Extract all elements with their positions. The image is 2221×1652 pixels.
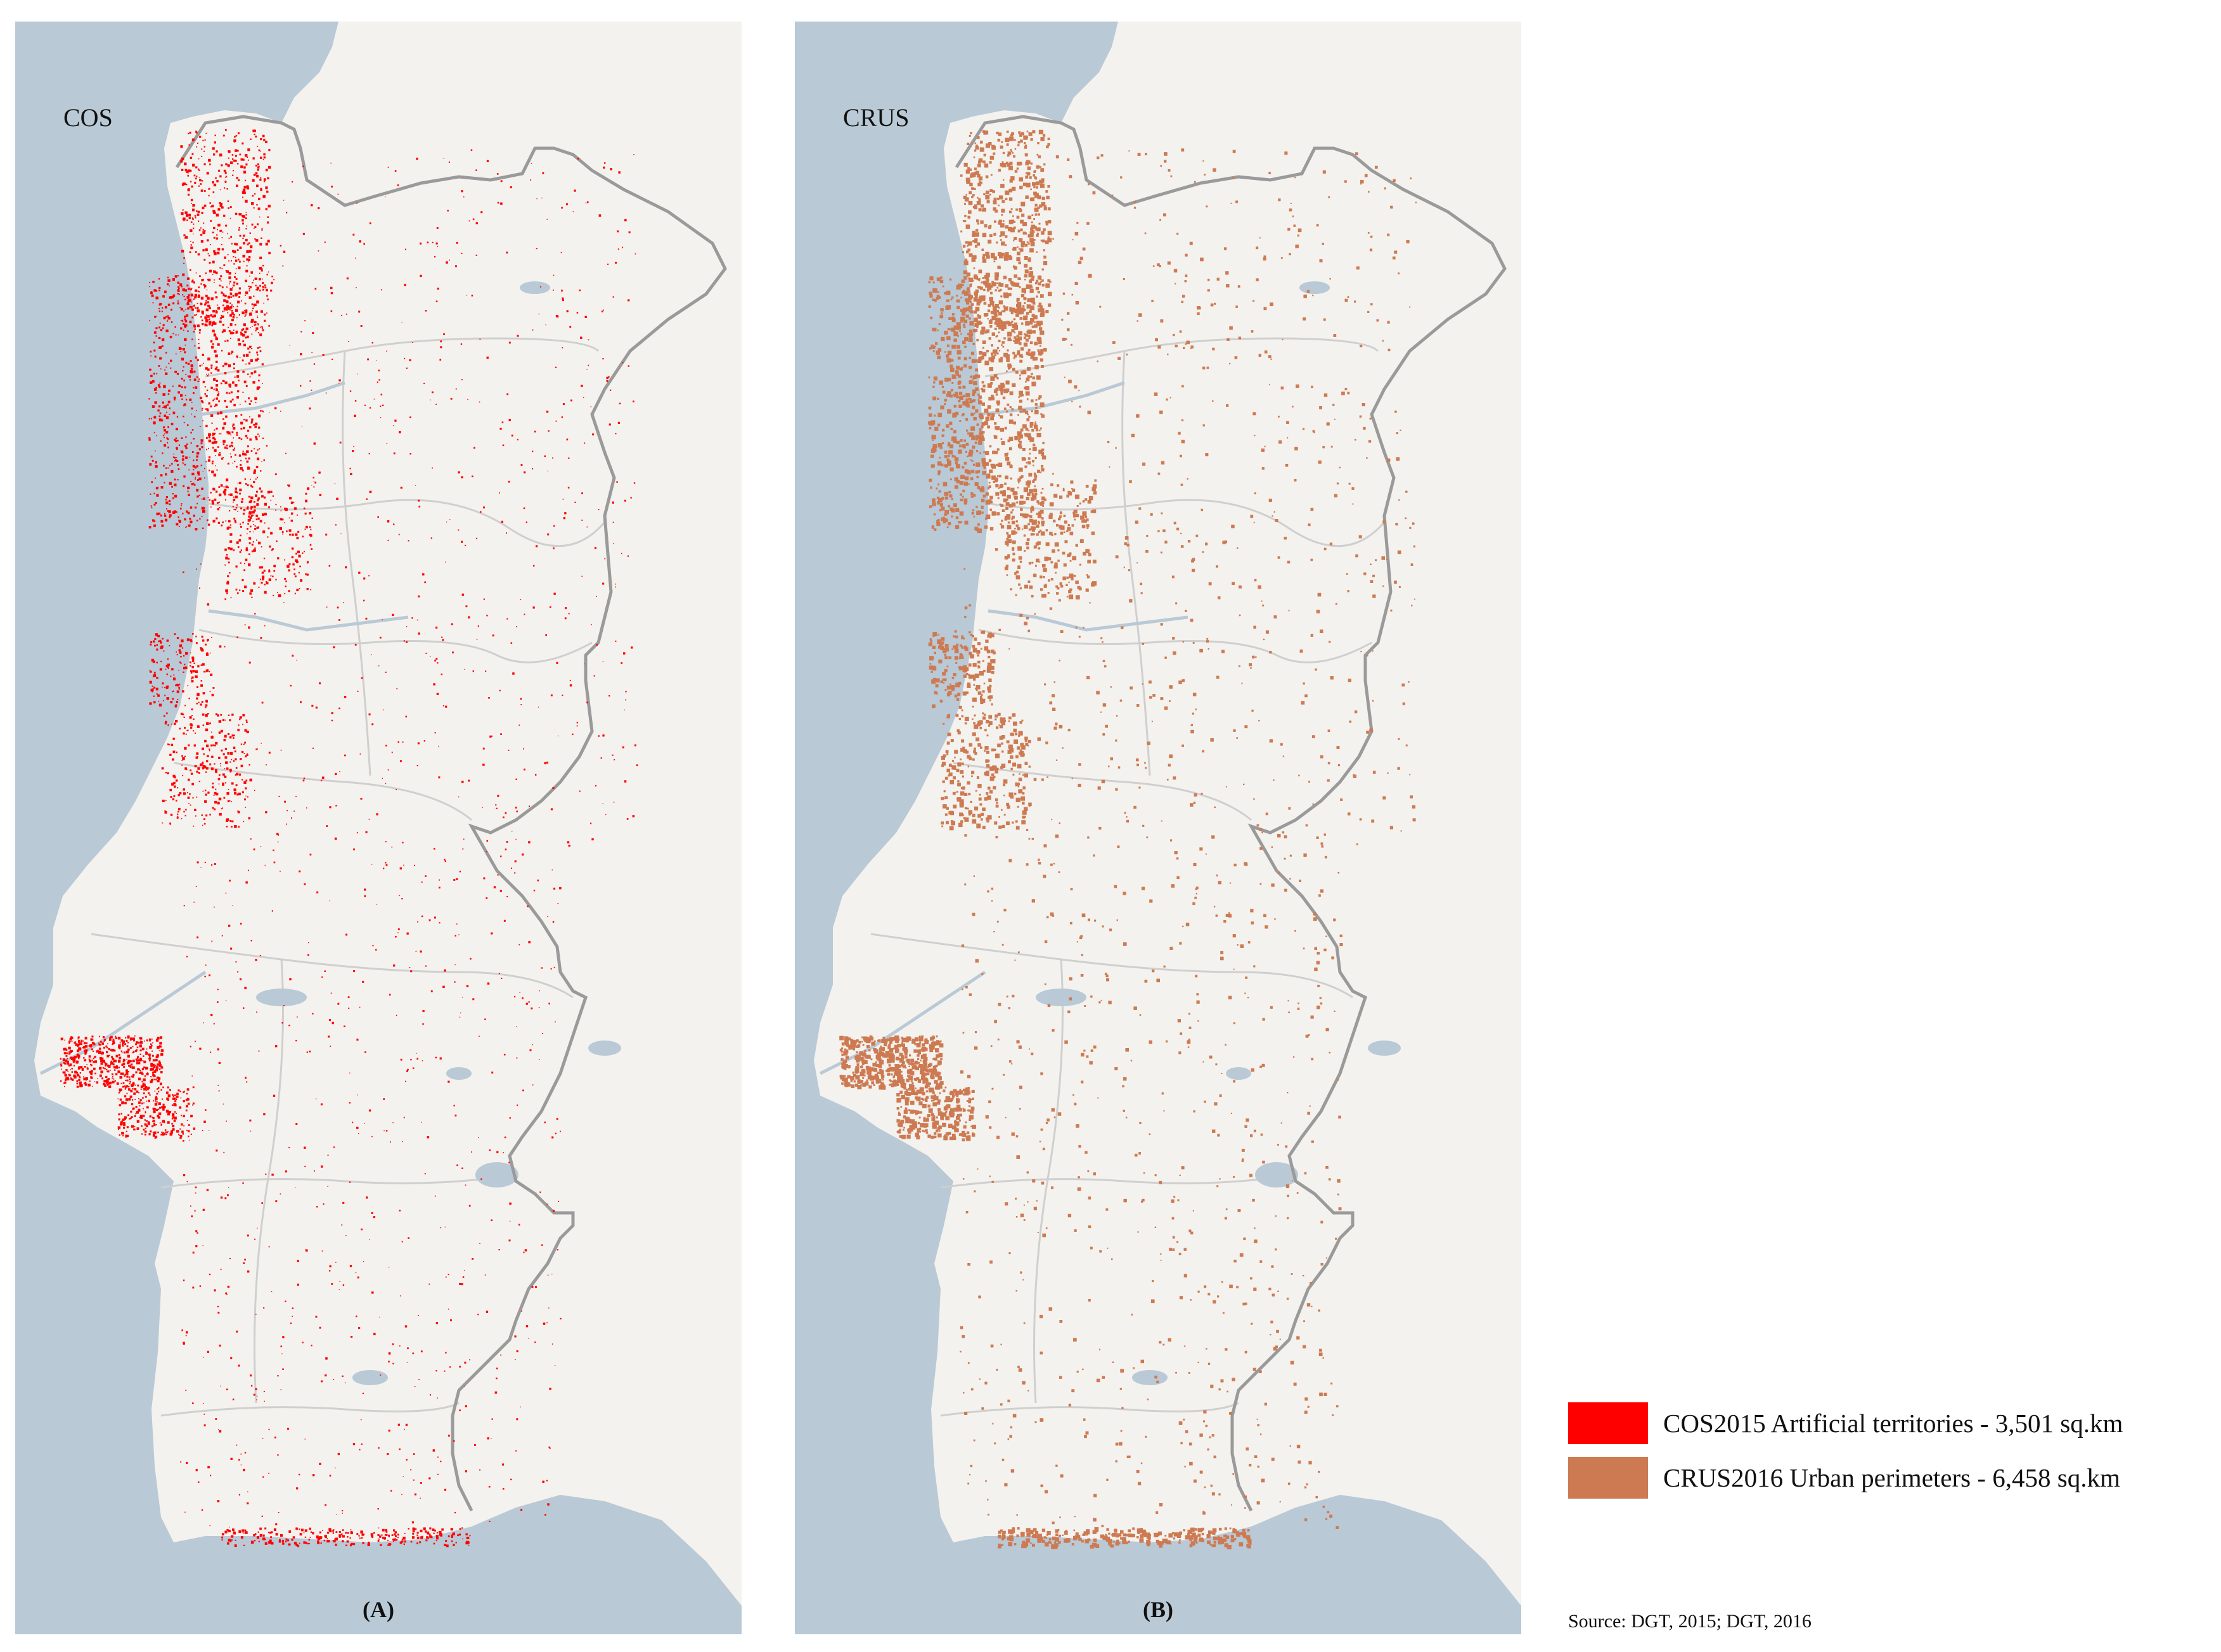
map-cos — [15, 22, 742, 1634]
legend-swatch-crus — [1568, 1457, 1648, 1499]
district-boundary — [984, 337, 1379, 378]
district-boundary — [254, 959, 284, 1404]
legend-swatch-cos — [1568, 1402, 1648, 1444]
national-border — [175, 115, 727, 1512]
district-boundary — [940, 1174, 1296, 1189]
map-panel-cos: COS (A) — [15, 22, 742, 1634]
map-panel-crus: CRUS (B) — [795, 22, 1521, 1634]
legend: COS2015 Artificial territories - 3,501 s… — [1568, 1402, 2123, 1511]
district-boundary — [1121, 350, 1151, 776]
district-boundary — [984, 499, 1386, 547]
district-boundary — [160, 1174, 517, 1189]
district-boundary — [91, 933, 574, 999]
panel-caption-a: (A) — [363, 1597, 394, 1622]
district-boundary — [198, 629, 593, 663]
reservoir — [1255, 1162, 1298, 1188]
reservoir — [446, 1067, 472, 1080]
reservoir — [1226, 1067, 1251, 1080]
reservoir — [1368, 1041, 1401, 1056]
river — [208, 609, 409, 632]
district-boundary — [342, 350, 371, 776]
reservoir — [352, 1370, 388, 1385]
district-boundary — [870, 933, 1353, 999]
reservoir — [1036, 989, 1086, 1006]
panel-label-cos: COS — [63, 103, 113, 132]
reservoir — [588, 1041, 621, 1056]
reservoir — [475, 1162, 518, 1188]
district-boundary — [173, 762, 472, 821]
legend-item-crus: CRUS2016 Urban perimeters - 6,458 sq.km — [1568, 1456, 2123, 1499]
panel-label-crus: CRUS — [843, 103, 910, 132]
district-boundary — [953, 762, 1252, 821]
reservoir — [1299, 281, 1330, 294]
urban-areas-layer — [839, 129, 1417, 1549]
district-boundary — [160, 1402, 460, 1417]
district-boundary — [940, 1402, 1239, 1417]
reservoir — [1132, 1370, 1168, 1385]
district-boundary — [205, 337, 600, 378]
reservoir — [520, 281, 550, 294]
source-note: Source: DGT, 2015; DGT, 2016 — [1568, 1611, 1812, 1632]
river — [819, 970, 986, 1075]
panel-caption-b: (B) — [1143, 1597, 1173, 1622]
district-boundary — [205, 499, 606, 547]
land-area — [34, 22, 742, 1606]
map-crus — [795, 22, 1521, 1634]
river — [198, 381, 345, 416]
national-border — [955, 115, 1507, 1512]
urban-areas-layer — [60, 129, 638, 1547]
legend-label-crus: CRUS2016 Urban perimeters - 6,458 sq.km — [1663, 1463, 2120, 1492]
legend-label-cos: COS2015 Artificial territories - 3,501 s… — [1663, 1409, 2123, 1438]
district-boundary — [1033, 959, 1064, 1404]
reservoir — [256, 989, 307, 1006]
legend-item-cos: COS2015 Artificial territories - 3,501 s… — [1568, 1402, 2123, 1445]
